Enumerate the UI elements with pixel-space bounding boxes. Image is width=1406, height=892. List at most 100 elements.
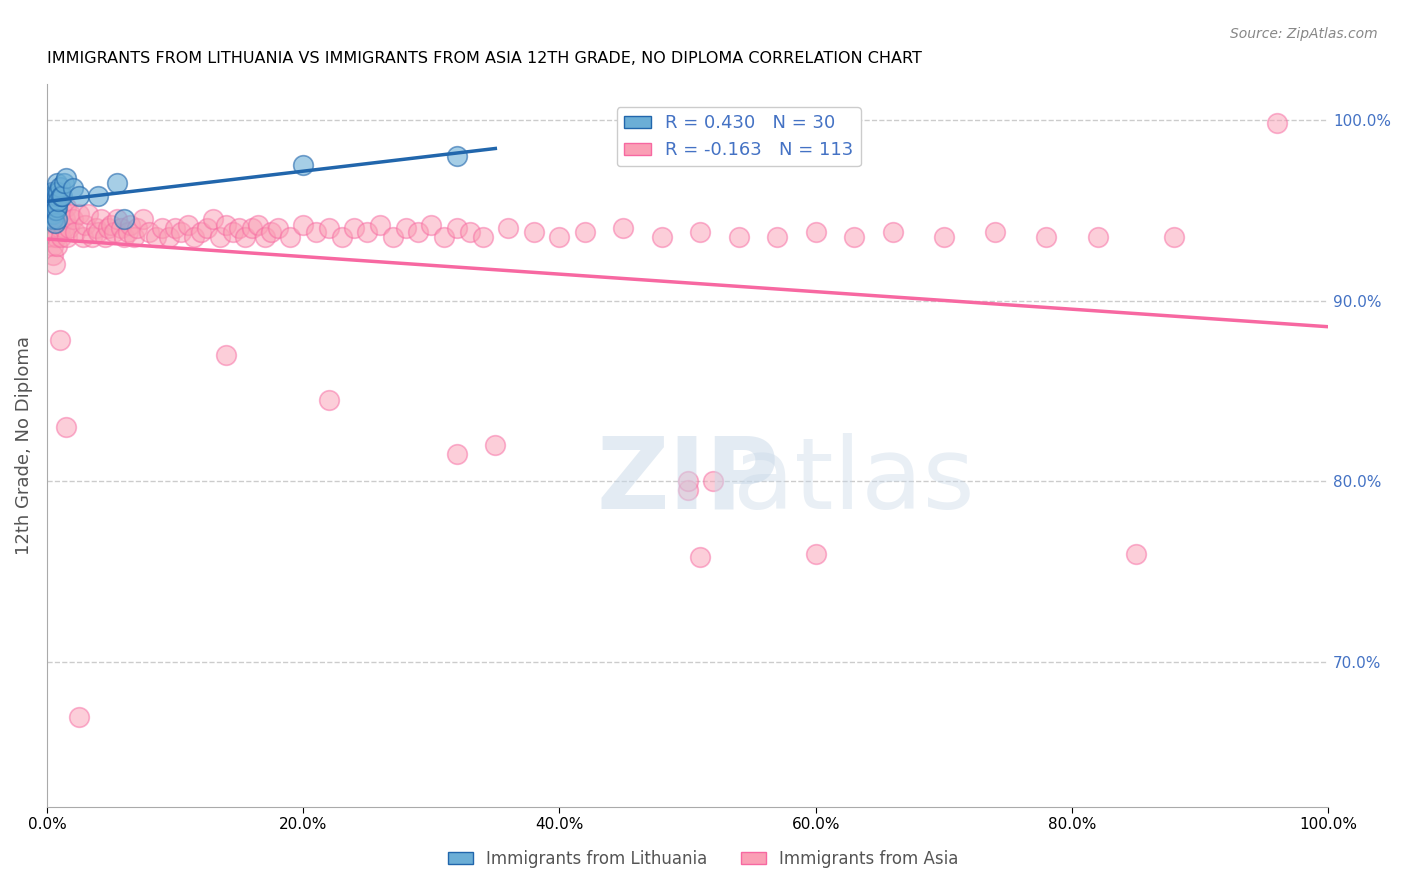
Point	[1087, 230, 1109, 244]
Point	[48, 194, 70, 208]
Point	[183, 230, 205, 244]
Point	[41, 230, 63, 244]
Point	[420, 218, 443, 232]
Point	[395, 221, 418, 235]
Point	[215, 348, 238, 362]
Point	[266, 221, 288, 235]
Point	[46, 200, 69, 214]
Point	[1035, 230, 1057, 244]
Point	[132, 212, 155, 227]
Point	[93, 230, 115, 244]
Point	[46, 176, 69, 190]
Point	[260, 225, 283, 239]
Point	[804, 225, 827, 239]
Point	[48, 185, 70, 199]
Point	[278, 230, 301, 244]
Point	[408, 225, 430, 239]
Point	[46, 203, 69, 218]
Point	[45, 230, 67, 244]
Point	[112, 212, 135, 227]
Point	[163, 221, 186, 235]
Point	[55, 170, 77, 185]
Legend: R = 0.430   N = 30, R = -0.163   N = 113: R = 0.430 N = 30, R = -0.163 N = 113	[617, 107, 860, 167]
Point	[804, 547, 827, 561]
Point	[202, 212, 225, 227]
Point	[651, 230, 673, 244]
Point	[122, 230, 145, 244]
Point	[253, 230, 276, 244]
Point	[676, 475, 699, 489]
Point	[208, 230, 231, 244]
Point	[62, 181, 84, 195]
Point	[446, 447, 468, 461]
Point	[46, 239, 69, 253]
Point	[368, 218, 391, 232]
Point	[446, 221, 468, 235]
Point	[103, 225, 125, 239]
Point	[49, 230, 72, 244]
Point	[52, 221, 75, 235]
Point	[458, 225, 481, 239]
Point	[125, 221, 148, 235]
Point	[112, 230, 135, 244]
Point	[145, 230, 167, 244]
Point	[343, 221, 366, 235]
Point	[932, 230, 955, 244]
Point	[67, 188, 90, 202]
Point	[52, 176, 75, 190]
Point	[240, 221, 263, 235]
Point	[170, 225, 193, 239]
Point	[90, 212, 112, 227]
Point	[46, 212, 69, 227]
Point	[318, 392, 340, 407]
Point	[110, 221, 132, 235]
Point	[80, 230, 103, 244]
Point	[53, 212, 76, 227]
Point	[48, 334, 70, 348]
Point	[471, 230, 494, 244]
Point	[44, 203, 66, 218]
Point	[59, 207, 82, 221]
Point	[39, 221, 62, 235]
Point	[87, 188, 110, 202]
Point	[44, 257, 66, 271]
Point	[87, 225, 110, 239]
Text: atlas: atlas	[734, 433, 974, 530]
Point	[44, 212, 66, 227]
Point	[42, 197, 65, 211]
Point	[100, 218, 122, 232]
Point	[235, 230, 257, 244]
Point	[56, 230, 79, 244]
Point	[72, 230, 94, 244]
Point	[496, 221, 519, 235]
Point	[215, 218, 238, 232]
Point	[484, 438, 506, 452]
Point	[433, 230, 456, 244]
Point	[548, 230, 571, 244]
Point	[45, 194, 67, 208]
Point	[105, 176, 128, 190]
Point	[97, 221, 120, 235]
Point	[48, 207, 70, 221]
Point	[44, 216, 66, 230]
Point	[42, 207, 65, 221]
Point	[41, 185, 63, 199]
Legend: Immigrants from Lithuania, Immigrants from Asia: Immigrants from Lithuania, Immigrants fr…	[441, 844, 965, 875]
Point	[177, 218, 200, 232]
Point	[305, 225, 328, 239]
Point	[221, 225, 243, 239]
Point	[330, 230, 353, 244]
Point	[51, 188, 73, 202]
Point	[689, 550, 711, 565]
Y-axis label: 12th Grade, No Diploma: 12th Grade, No Diploma	[15, 335, 32, 555]
Text: Source: ZipAtlas.com: Source: ZipAtlas.com	[1230, 27, 1378, 41]
Point	[62, 212, 84, 227]
Point	[55, 200, 77, 214]
Point	[67, 207, 90, 221]
Text: IMMIGRANTS FROM LITHUANIA VS IMMIGRANTS FROM ASIA 12TH GRADE, NO DIPLOMA CORRELA: IMMIGRANTS FROM LITHUANIA VS IMMIGRANTS …	[46, 51, 922, 66]
Point	[51, 203, 73, 218]
Point	[702, 475, 724, 489]
Point	[766, 230, 789, 244]
Point	[150, 221, 173, 235]
Point	[84, 221, 107, 235]
